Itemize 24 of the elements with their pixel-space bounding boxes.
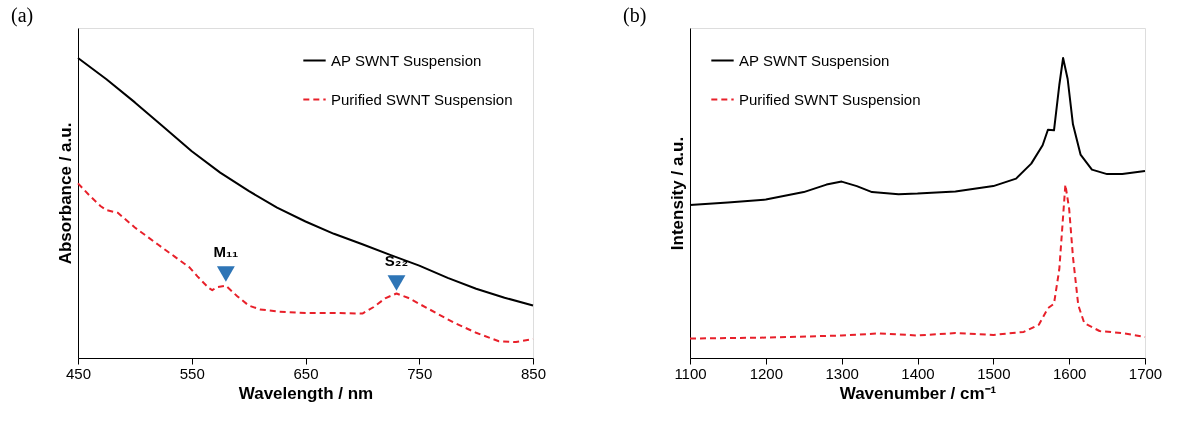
x-axis-title: Wavelength / nm [238, 383, 374, 403]
chart-title: (a) [11, 4, 34, 27]
annotation: M₁₁ [213, 243, 239, 260]
legend-label: Purified SWNT Suspension [739, 90, 921, 108]
legend-label: AP SWNT Suspension [331, 51, 482, 69]
x-tick-label: 650 [293, 364, 319, 382]
legend-label: AP SWNT Suspension [739, 51, 890, 69]
chart-title: (b) [623, 4, 647, 27]
x-tick-label: 1200 [749, 364, 784, 382]
annotation: S₂₂ [384, 252, 409, 269]
x-tick-label: 1100 [674, 364, 707, 382]
x-tick-label: 450 [65, 364, 92, 382]
x-tick-label: 1600 [1052, 364, 1087, 382]
y-axis-title: Absorbance / a.u. [55, 122, 75, 265]
x-axis-title: Wavenumber / cm⁻¹ [839, 383, 997, 403]
x-tick-label: 550 [179, 364, 205, 382]
legend-label: Purified SWNT Suspension [331, 90, 513, 108]
x-tick-label: 1500 [977, 364, 1011, 382]
x-tick-label: 1300 [825, 364, 859, 382]
x-tick-label: 1400 [901, 364, 935, 382]
y-axis-title: Intensity / a.u. [667, 136, 687, 251]
x-tick-label: 850 [520, 364, 547, 382]
x-tick-label: 750 [407, 364, 433, 382]
x-tick-label: 1700 [1128, 364, 1163, 382]
